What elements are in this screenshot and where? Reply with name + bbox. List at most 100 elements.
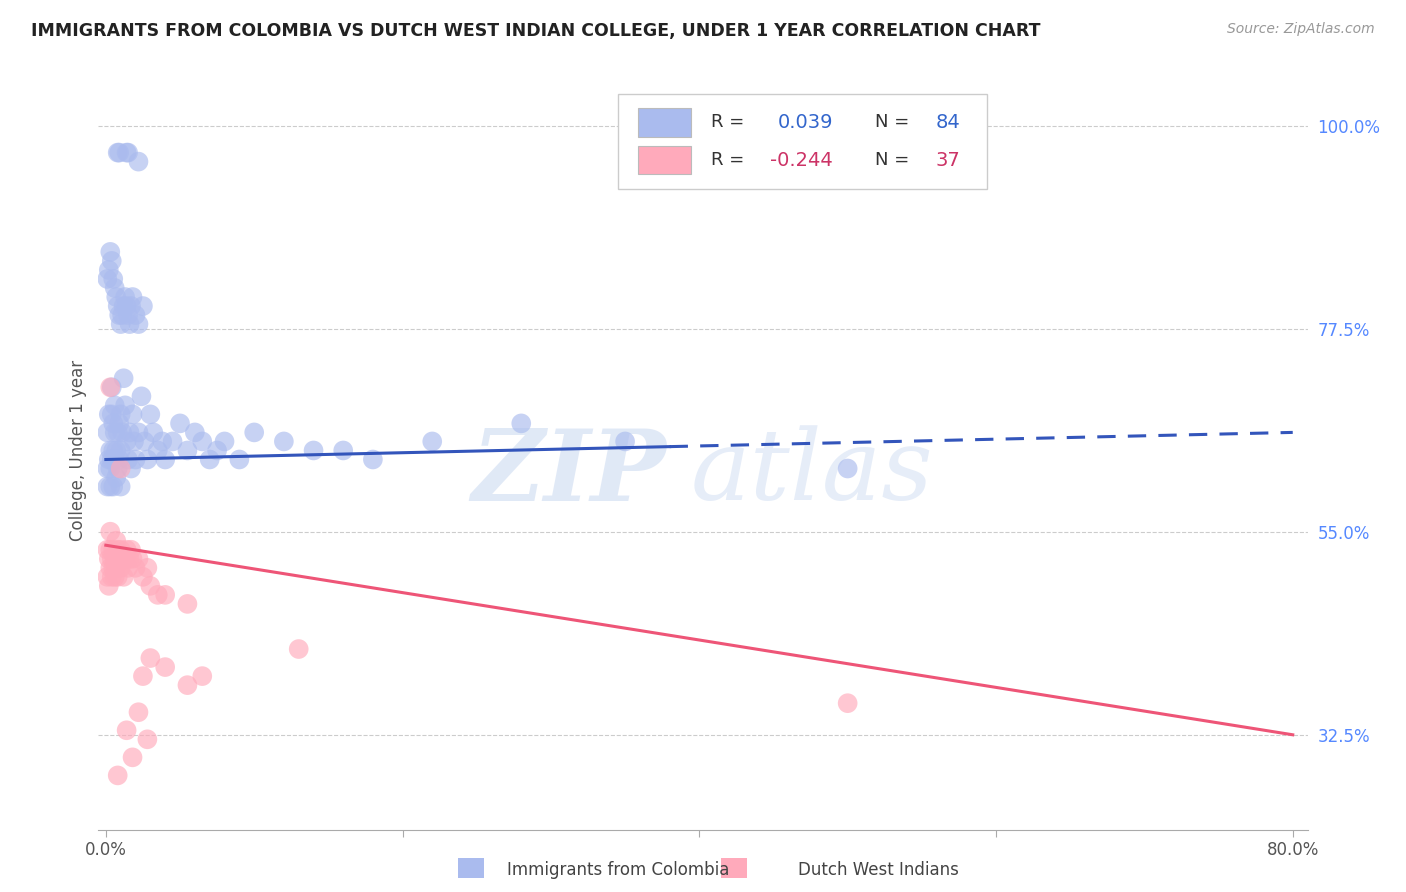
Point	[191, 669, 214, 683]
Point	[361, 452, 384, 467]
Point	[111, 425, 134, 440]
FancyBboxPatch shape	[638, 108, 690, 136]
Point	[110, 542, 132, 557]
Point	[107, 145, 129, 160]
Point	[111, 551, 134, 566]
Point	[117, 452, 139, 467]
Point	[103, 272, 125, 286]
Point	[108, 417, 131, 431]
Point	[136, 732, 159, 747]
Point	[100, 570, 122, 584]
Point	[103, 561, 125, 575]
Point	[103, 542, 125, 557]
Point	[114, 551, 136, 566]
Point	[121, 408, 143, 422]
Point	[96, 461, 118, 475]
Point	[121, 750, 143, 764]
Point	[105, 561, 128, 575]
Point	[228, 452, 250, 467]
Point	[117, 145, 139, 160]
Point	[191, 434, 214, 449]
Point	[176, 443, 198, 458]
Point	[162, 434, 184, 449]
Text: ZIP: ZIP	[472, 425, 666, 522]
Text: R =: R =	[711, 113, 745, 131]
Point	[122, 434, 145, 449]
Point	[120, 461, 142, 475]
Point	[273, 434, 295, 449]
Point	[115, 723, 138, 738]
Point	[111, 308, 134, 322]
Point	[117, 308, 139, 322]
Point	[153, 452, 176, 467]
Point	[104, 452, 127, 467]
Point	[110, 408, 132, 422]
Point	[110, 443, 132, 458]
Point	[139, 408, 162, 422]
Point	[132, 299, 155, 313]
Point	[97, 408, 120, 422]
Point	[105, 443, 128, 458]
Point	[110, 479, 132, 493]
Point	[127, 317, 149, 331]
Point	[96, 542, 118, 557]
Text: 37: 37	[935, 151, 960, 169]
Point	[115, 434, 138, 449]
Point	[96, 272, 118, 286]
Point	[98, 524, 121, 539]
Point	[96, 570, 118, 584]
Point	[115, 542, 138, 557]
Point	[118, 317, 141, 331]
Point	[96, 479, 118, 493]
Point	[124, 308, 146, 322]
Point	[127, 551, 149, 566]
Point	[332, 443, 354, 458]
Point	[176, 678, 198, 692]
Point	[108, 452, 131, 467]
Point	[104, 425, 127, 440]
Point	[121, 290, 143, 304]
Point	[104, 551, 127, 566]
Point	[184, 425, 207, 440]
Point	[153, 588, 176, 602]
Point	[110, 561, 132, 575]
Point	[117, 561, 139, 575]
Point	[115, 299, 138, 313]
Point	[837, 461, 859, 475]
Text: atlas: atlas	[690, 425, 934, 521]
Point	[98, 380, 121, 394]
Point	[100, 254, 122, 268]
Point	[146, 443, 169, 458]
Point	[139, 651, 162, 665]
Point	[100, 408, 122, 422]
Point	[153, 660, 176, 674]
Point	[103, 417, 125, 431]
Text: 84: 84	[935, 112, 960, 132]
Point	[105, 290, 128, 304]
Text: Immigrants from Colombia: Immigrants from Colombia	[508, 861, 730, 879]
Point	[115, 145, 138, 160]
Point	[105, 533, 128, 548]
Point	[120, 542, 142, 557]
Point	[127, 705, 149, 719]
Point	[100, 452, 122, 467]
Point	[98, 461, 121, 475]
Point	[98, 479, 121, 493]
Point	[97, 579, 120, 593]
Text: Dutch West Indians: Dutch West Indians	[799, 861, 959, 879]
Point	[100, 551, 122, 566]
Point	[124, 561, 146, 575]
FancyBboxPatch shape	[638, 145, 690, 175]
Point	[107, 425, 129, 440]
Text: 0.039: 0.039	[778, 112, 834, 132]
Point	[103, 479, 125, 493]
Text: IMMIGRANTS FROM COLOMBIA VS DUTCH WEST INDIAN COLLEGE, UNDER 1 YEAR CORRELATION : IMMIGRANTS FROM COLOMBIA VS DUTCH WEST I…	[31, 22, 1040, 40]
Point	[103, 443, 125, 458]
Point	[146, 588, 169, 602]
Point	[214, 434, 236, 449]
Point	[420, 434, 443, 449]
Point	[105, 470, 128, 484]
Point	[121, 551, 143, 566]
Point	[124, 452, 146, 467]
Point	[127, 425, 149, 440]
